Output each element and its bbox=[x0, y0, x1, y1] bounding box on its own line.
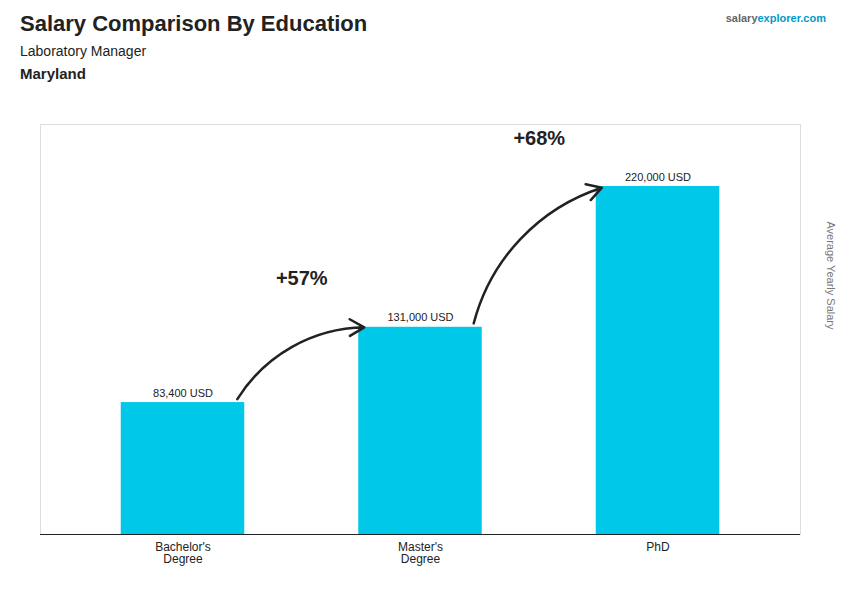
svg-text:Average Yearly Salary: Average Yearly Salary bbox=[825, 221, 837, 330]
svg-text:220,000 USD: 220,000 USD bbox=[625, 171, 691, 183]
svg-text:Master'sDegree: Master'sDegree bbox=[398, 540, 443, 566]
html-text:Laboratory Manager: Laboratory Manager bbox=[20, 43, 147, 59]
svg-text:83,400 USD: 83,400 USD bbox=[153, 387, 213, 399]
html-text:Maryland: Maryland bbox=[20, 65, 86, 82]
html-text:salary explorer.com: salary explorer.com bbox=[725, 12, 826, 24]
svg-text:131,000 USD: 131,000 USD bbox=[387, 311, 453, 323]
html-text:Salary Comparison By Education: Salary Comparison By Education bbox=[20, 11, 368, 36]
svg-text:+68%: +68% bbox=[513, 127, 565, 149]
svg-text:+57%: +57% bbox=[276, 267, 328, 289]
svg-text:PhD: PhD bbox=[646, 540, 670, 554]
svg-text:Bachelor'sDegree: Bachelor'sDegree bbox=[155, 540, 211, 566]
